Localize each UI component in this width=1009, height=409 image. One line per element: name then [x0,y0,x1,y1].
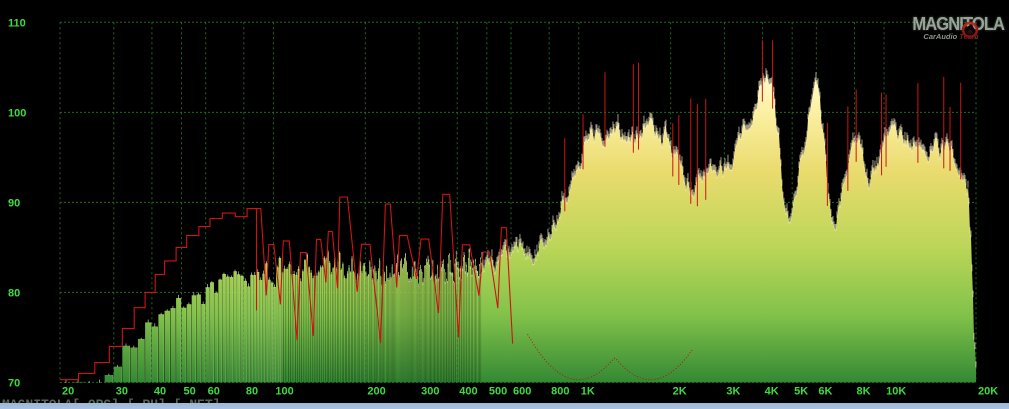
svg-text:800: 800 [551,385,569,397]
svg-text:1K: 1K [581,385,595,397]
svg-text:110: 110 [8,17,26,29]
svg-text:2K: 2K [673,385,687,397]
svg-text:100: 100 [275,385,293,397]
svg-text:300: 300 [421,385,439,397]
svg-text:20: 20 [62,385,74,397]
svg-text:200: 200 [367,385,385,397]
svg-text:30: 30 [116,385,128,397]
svg-text:80: 80 [8,287,20,299]
svg-text:4K: 4K [765,385,779,397]
svg-text:40: 40 [154,385,166,397]
svg-text:3K: 3K [726,385,740,397]
svg-text:100: 100 [8,107,26,119]
svg-text:6K: 6K [818,385,832,397]
svg-text:60: 60 [208,385,220,397]
svg-text:50: 50 [184,385,196,397]
svg-text:80: 80 [246,385,258,397]
svg-text:500: 500 [489,385,507,397]
svg-text:8K: 8K [856,385,870,397]
svg-text:5K: 5K [794,385,808,397]
svg-text:600: 600 [513,385,531,397]
svg-text:70: 70 [8,377,20,389]
svg-text:20K: 20K [978,385,998,397]
svg-text:10K: 10K [886,385,906,397]
svg-text:90: 90 [8,197,20,209]
svg-text:400: 400 [459,385,477,397]
